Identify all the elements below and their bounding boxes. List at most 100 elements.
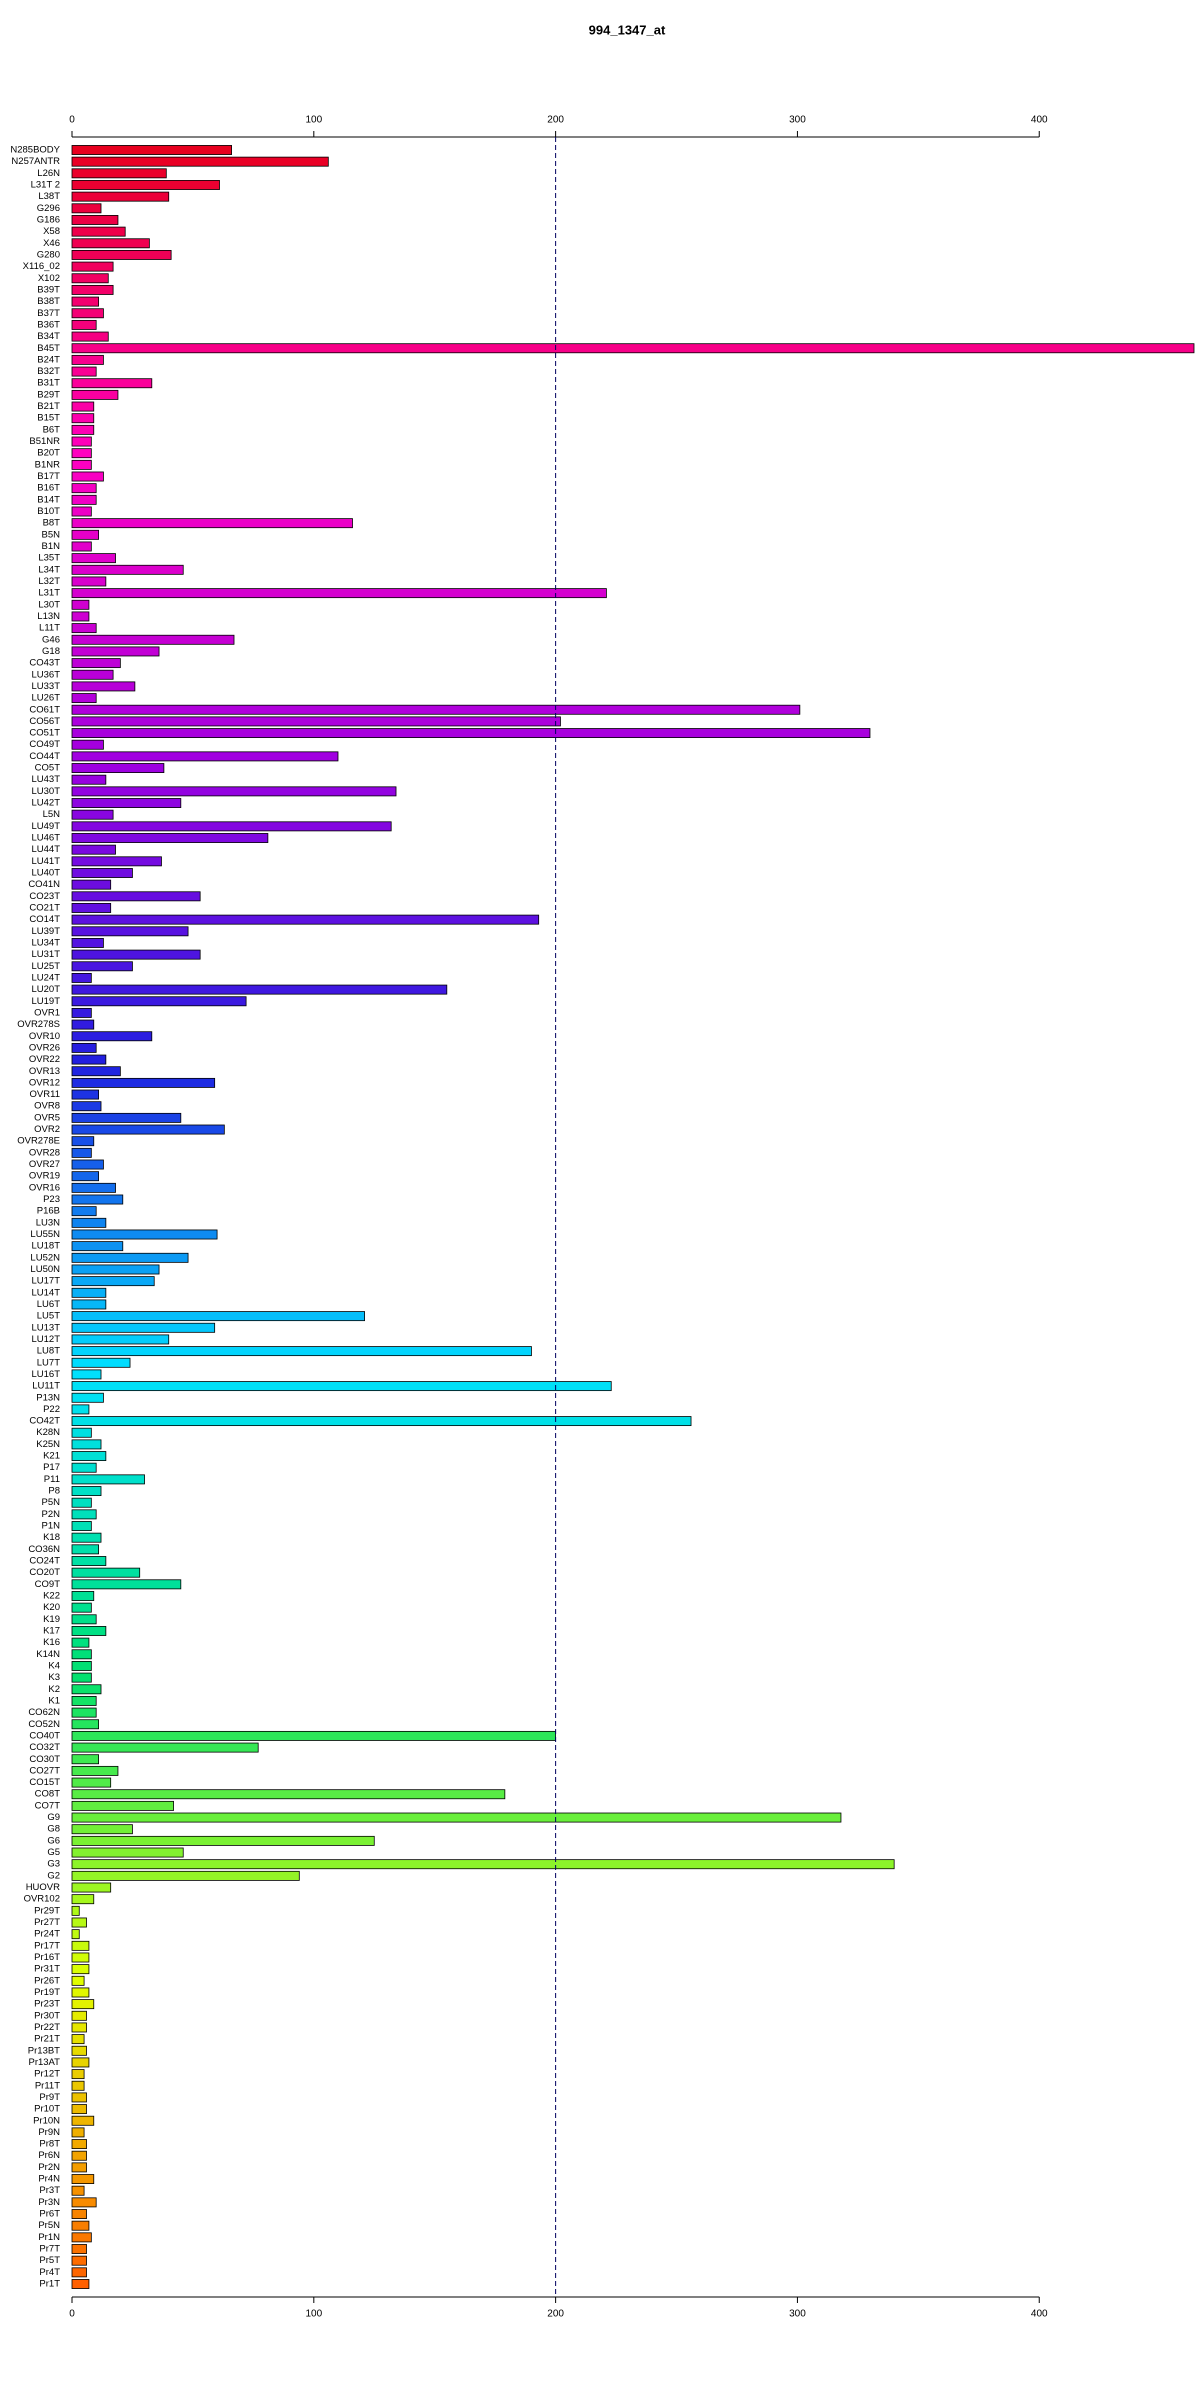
bar	[71, 984, 448, 995]
bar	[71, 2232, 92, 2243]
y-tick-label: CO7T	[35, 1800, 61, 1811]
bar	[71, 2045, 87, 2056]
y-tick-label: Pr1T	[39, 2279, 60, 2290]
y-tick-label: L31T 2	[31, 179, 60, 190]
y-tick-label: Pr11T	[35, 2080, 60, 2091]
bar	[71, 2057, 90, 2068]
y-tick-label: K25N	[36, 1439, 60, 1450]
y-tick-label: B5N	[42, 529, 61, 540]
y-tick-label: OVR5	[34, 1112, 60, 1123]
y-tick-label: L13N	[37, 611, 60, 622]
y-tick-label: CO44T	[29, 751, 60, 762]
bar	[71, 1497, 92, 1508]
bar	[71, 1579, 182, 1590]
y-tick-label: OVR16	[29, 1182, 60, 1193]
y-tick-label: B39T	[37, 284, 60, 295]
bar	[71, 471, 104, 482]
y-tick-label: G2	[47, 1870, 60, 1881]
y-tick-label: P11	[44, 1474, 60, 1485]
y-tick-label: B1N	[42, 541, 61, 552]
y-tick-label: K4	[48, 1660, 60, 1671]
y-tick-label: CO8T	[35, 1789, 61, 1800]
y-tick-label: LU8T	[37, 1346, 60, 1357]
y-tick-label: Pr23T	[34, 1999, 60, 2010]
y-tick-label: K14N	[36, 1649, 60, 1660]
bar	[71, 1346, 532, 1357]
bar	[71, 786, 397, 797]
bar	[71, 261, 114, 272]
y-tick-label: B10T	[37, 506, 60, 517]
bar	[71, 926, 189, 937]
y-tick-label: CO43T	[29, 658, 60, 669]
y-tick-label: LU36T	[31, 669, 60, 680]
y-tick-label: CO9T	[35, 1579, 61, 1590]
y-tick-label: N285BODY	[10, 145, 60, 156]
y-tick-label: LU7T	[37, 1357, 60, 1368]
y-tick-label: B24T	[37, 354, 60, 365]
y-tick-label: B15T	[37, 413, 60, 424]
bar	[71, 1241, 124, 1252]
y-tick-label: B20T	[37, 448, 60, 459]
x-tick-label: 100	[305, 115, 322, 126]
bar	[71, 553, 116, 564]
y-tick-label: Pr10N	[33, 2115, 60, 2126]
y-tick-label: OVR28	[29, 1147, 60, 1158]
bar	[71, 331, 109, 342]
bar	[71, 424, 95, 435]
bar	[71, 2010, 87, 2021]
bar	[71, 1042, 97, 1053]
bar	[71, 1800, 174, 1811]
y-tick-label: LU24T	[31, 972, 60, 983]
y-tick-label: Pr17T	[34, 1940, 60, 1951]
bar	[71, 1882, 112, 1893]
y-tick-label: LU5T	[37, 1311, 60, 1322]
bar	[71, 529, 99, 540]
bar	[71, 693, 97, 704]
y-tick-label: OVR278E	[17, 1136, 60, 1147]
bar	[71, 739, 104, 750]
bar	[71, 389, 119, 400]
y-tick-label: LU14T	[31, 1287, 60, 1298]
bar	[71, 949, 201, 960]
y-tick-label: B31T	[37, 378, 60, 389]
y-tick-label: X102	[38, 273, 60, 284]
y-tick-label: B8T	[43, 518, 61, 529]
bar	[71, 1287, 107, 1298]
y-tick-label: G5	[47, 1847, 60, 1858]
bar	[71, 658, 121, 669]
bar	[71, 751, 339, 762]
bar	[71, 1754, 99, 1765]
bar	[71, 1136, 95, 1147]
bar	[71, 2069, 85, 2080]
y-tick-label: P23	[43, 1194, 60, 1205]
bar	[71, 343, 1195, 354]
bar	[71, 1486, 102, 1496]
bar	[71, 1847, 184, 1858]
bar	[71, 2255, 87, 2266]
y-tick-label: LU49T	[31, 821, 60, 832]
bar	[71, 273, 109, 284]
bar	[71, 483, 97, 494]
y-tick-label: OVR1	[34, 1007, 60, 1018]
bar	[71, 1870, 300, 1881]
y-tick-label: Pr8T	[39, 2139, 60, 2150]
y-tick-label: K19	[43, 1614, 60, 1625]
y-tick-label: CO5T	[35, 763, 61, 774]
bar	[71, 1614, 97, 1625]
y-tick-label: B51NR	[29, 436, 60, 447]
y-tick-label: L35T	[38, 553, 60, 564]
y-tick-label: Pr22T	[34, 2022, 60, 2033]
y-tick-label: OVR27	[29, 1159, 60, 1170]
bar	[71, 2150, 87, 2161]
bar	[71, 1894, 95, 1905]
bar	[71, 669, 114, 680]
y-tick-label: K18	[43, 1532, 60, 1543]
y-tick-label: LU18T	[31, 1241, 60, 1252]
y-tick-label: P22	[43, 1404, 60, 1415]
y-tick-label: B1NR	[35, 459, 60, 470]
bar	[71, 2174, 95, 2184]
bar	[71, 809, 114, 820]
y-tick-label: L30T	[38, 599, 60, 610]
y-tick-label: K17	[43, 1625, 60, 1636]
y-tick-label: G18	[42, 646, 60, 657]
